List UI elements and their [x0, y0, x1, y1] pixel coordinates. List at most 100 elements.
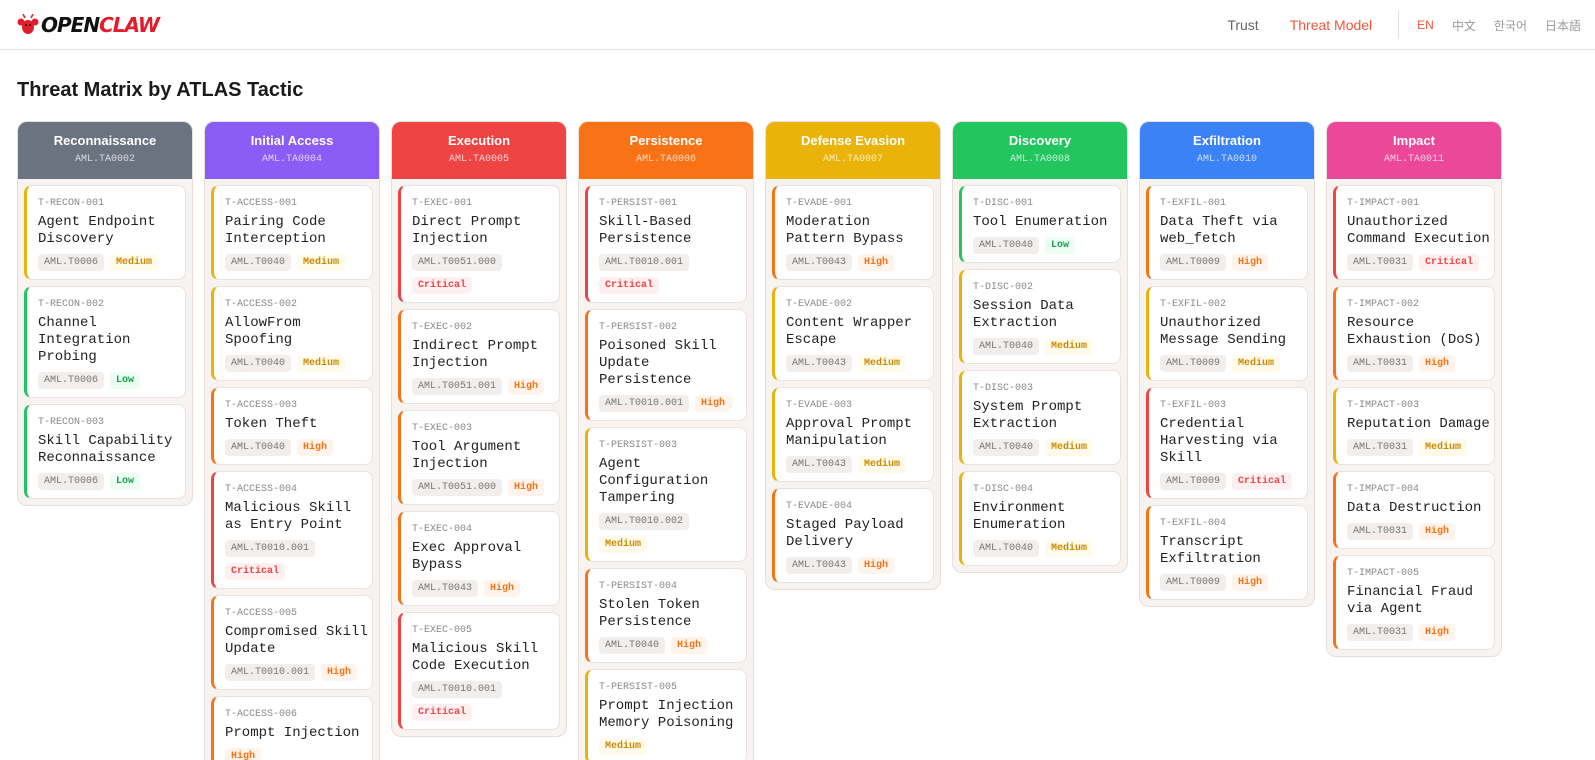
threat-card[interactable]: T-PERSIST-005 Prompt Injection Memory Poi…	[585, 669, 747, 760]
threat-title: Poisoned Skill Update Persistence	[599, 338, 717, 388]
severity-badge: Critical	[599, 277, 660, 294]
threat-title: Channel Integration Probing	[38, 315, 131, 365]
technique-badge: AML.T0040	[225, 254, 292, 271]
tactic-header[interactable]: Initial Access AML.TA0004	[205, 122, 379, 179]
severity-badge: High	[671, 637, 708, 654]
threat-card[interactable]: T-DISC-002 Session Data Extraction AML.T00…	[959, 269, 1121, 364]
threat-id: T-ACCESS-006	[225, 709, 298, 720]
threat-title: Reputation Damage	[1347, 416, 1490, 432]
tactic-header[interactable]: Exfiltration AML.TA0010	[1140, 122, 1314, 179]
lang-zh[interactable]: 中文	[1451, 18, 1476, 33]
threat-card[interactable]: T-EVADE-001 Moderation Pattern Bypass AML.…	[772, 185, 934, 280]
severity-badge: Medium	[297, 254, 346, 271]
tactic-header[interactable]: Discovery AML.TA0008	[953, 122, 1127, 179]
threat-card[interactable]: T-EXFIL-003 Credential Harvesting via Ski…	[1146, 387, 1308, 499]
logo-text-open: OPEN	[41, 12, 100, 37]
tactic-header[interactable]: Reconnaissance AML.TA0002	[18, 122, 192, 179]
threat-badges: AML.T0010.001 High	[599, 395, 742, 412]
threat-card[interactable]: T-ACCESS-001 Pairing Code Interception AML…	[211, 185, 373, 280]
technique-badge: AML.T0051.001	[412, 378, 503, 395]
threat-card[interactable]: T-EXEC-004 Exec Approval Bypass AML.T0043 H…	[398, 511, 560, 606]
threat-card[interactable]: T-ACCESS-005 Compromised Skill Update AML.…	[211, 595, 373, 690]
threat-card[interactable]: T-EXFIL-004 Transcript Exfiltration AML.T0…	[1146, 505, 1308, 600]
threat-badges: AML.T0040 Medium	[973, 338, 1116, 355]
threat-card[interactable]: T-EXEC-002 Indirect Prompt Injection AML.T…	[398, 309, 560, 404]
severity-badge: Critical	[412, 277, 473, 294]
threat-id: T-DISC-001	[973, 198, 1034, 209]
threat-card[interactable]: T-IMPACT-002 Resource Exhaustion (DoS) AML…	[1333, 286, 1495, 381]
threat-card[interactable]: T-ACCESS-004 Malicious Skill as Entry Poi…	[211, 471, 373, 589]
threat-id: T-EVADE-004	[786, 501, 853, 512]
threat-card[interactable]: T-PERSIST-001 Skill-Based Persistence AML.…	[585, 185, 747, 303]
lang-ja[interactable]: 日本語	[1544, 18, 1581, 33]
threat-card[interactable]: T-PERSIST-002 Poisoned Skill Update Persi…	[585, 309, 747, 421]
nav-threat-model[interactable]: Threat Model	[1289, 17, 1373, 33]
threat-title: Agent Endpoint Discovery	[38, 214, 156, 247]
threat-card[interactable]: T-RECON-003 Skill Capability Reconnaissan…	[24, 404, 186, 499]
severity-badge: High	[695, 395, 732, 412]
threat-card[interactable]: T-EXFIL-002 Unauthorized Message Sending A…	[1146, 286, 1308, 381]
threat-card[interactable]: T-EXFIL-001 Data Theft via web_fetch AML.T…	[1146, 185, 1308, 280]
threat-card[interactable]: T-PERSIST-004 Stolen Token Persistence AML…	[585, 568, 747, 663]
threat-card[interactable]: T-IMPACT-003 Reputation Damage AML.T0031 Me…	[1333, 387, 1495, 465]
tactic-header[interactable]: Execution AML.TA0005	[392, 122, 566, 179]
threat-card[interactable]: T-RECON-001 Agent Endpoint Discovery AML.T…	[24, 185, 186, 280]
threat-badges: AML.T0010.001 Critical	[599, 254, 742, 294]
tactic-header[interactable]: Persistence AML.TA0006	[579, 122, 753, 179]
tactic-header[interactable]: Impact AML.TA0011	[1327, 122, 1501, 179]
threat-title: Resource Exhaustion (DoS)	[1347, 315, 1482, 348]
tactic-id: AML.TA0002	[74, 154, 135, 165]
threat-id: T-IMPACT-002	[1347, 299, 1420, 310]
threat-card[interactable]: T-ACCESS-003 Token Theft AML.T0040 High	[211, 387, 373, 465]
threat-card[interactable]: T-PERSIST-003 Agent Configuration Tamperi…	[585, 427, 747, 562]
threat-card[interactable]: T-EVADE-003 Approval Prompt Manipulation A…	[772, 387, 934, 482]
threat-badges: AML.T0010.001 Critical	[225, 540, 368, 580]
lobster-icon	[17, 13, 39, 34]
threat-badges: AML.T0006 Low	[38, 473, 181, 490]
threat-title: Data Theft via web_fetch	[1160, 214, 1278, 247]
tactic-column: Exfiltration AML.TA0010 T-EXFIL-001 Data Th…	[1139, 121, 1315, 607]
threat-card[interactable]: T-RECON-002 Channel Integration Probing AM…	[24, 286, 186, 398]
threat-id: T-EXEC-004	[412, 524, 473, 535]
threat-id: T-EXFIL-003	[1160, 400, 1227, 411]
threat-card[interactable]: T-EXEC-003 Tool Argument Injection AML.T00…	[398, 410, 560, 505]
threat-id: T-EXFIL-004	[1160, 518, 1227, 529]
logo[interactable]: OPEN CLAW	[17, 12, 160, 37]
lang-ko[interactable]: 한국어	[1493, 18, 1527, 33]
threat-id: T-EXEC-001	[412, 198, 473, 209]
threat-card[interactable]: T-EVADE-004 Staged Payload Delivery AML.T0…	[772, 488, 934, 583]
threat-title: Unauthorized Message Sending	[1160, 315, 1287, 348]
threat-card[interactable]: T-IMPACT-005 Financial Fraud via Agent AML…	[1333, 555, 1495, 650]
threat-card[interactable]: T-ACCESS-006 Prompt Injection High	[211, 696, 373, 760]
threat-list: T-IMPACT-001 Unauthorized Command Executi…	[1327, 179, 1501, 650]
threat-card[interactable]: T-IMPACT-001 Unauthorized Command Executi…	[1333, 185, 1495, 280]
technique-badge: AML.T0040	[973, 237, 1040, 254]
severity-badge: High	[1232, 574, 1269, 591]
severity-badge: Low	[110, 372, 141, 389]
threat-title: Staged Payload Delivery	[786, 517, 904, 550]
threat-card[interactable]: T-DISC-004 Environment Enumeration AML.T00…	[959, 471, 1121, 566]
severity-badge: High	[321, 664, 358, 681]
threat-badges: AML.T0043 High	[412, 580, 555, 597]
threat-card[interactable]: T-EXEC-001 Direct Prompt Injection AML.T00…	[398, 185, 560, 303]
threat-card[interactable]: T-ACCESS-002 AllowFrom Spoofing AML.T0040 M…	[211, 286, 373, 381]
threat-card[interactable]: T-DISC-001 Tool Enumeration AML.T0040 Low	[959, 185, 1121, 263]
threat-card[interactable]: T-DISC-003 System Prompt Extraction AML.T0…	[959, 370, 1121, 465]
nav-trust[interactable]: Trust	[1227, 17, 1259, 33]
tactic-header[interactable]: Defense Evasion AML.TA0007	[766, 122, 940, 179]
threat-id: T-ACCESS-005	[225, 608, 298, 619]
threat-card[interactable]: T-EVADE-002 Content Wrapper Escape AML.T00…	[772, 286, 934, 381]
threat-card[interactable]: T-EXEC-005 Malicious Skill Code Execution…	[398, 612, 560, 730]
tactic-column: Defense Evasion AML.TA0007 T-EVADE-001 Mode…	[765, 121, 941, 590]
technique-badge: AML.T0040	[599, 637, 666, 654]
severity-badge: Medium	[858, 456, 907, 473]
lang-en[interactable]: EN	[1417, 18, 1434, 32]
threat-badges: AML.T0006 Low	[38, 372, 181, 389]
threat-id: T-DISC-003	[973, 383, 1034, 394]
severity-badge: High	[297, 439, 334, 456]
threat-badges: AML.T0043 High	[786, 557, 929, 574]
tactic-id: AML.TA0010	[1196, 154, 1257, 165]
threat-title: Prompt Injection Memory Poisoning	[599, 698, 734, 731]
threat-card[interactable]: T-IMPACT-004 Data Destruction AML.T0031 Hig…	[1333, 471, 1495, 549]
threat-title: Credential Harvesting via Skill	[1160, 416, 1278, 466]
